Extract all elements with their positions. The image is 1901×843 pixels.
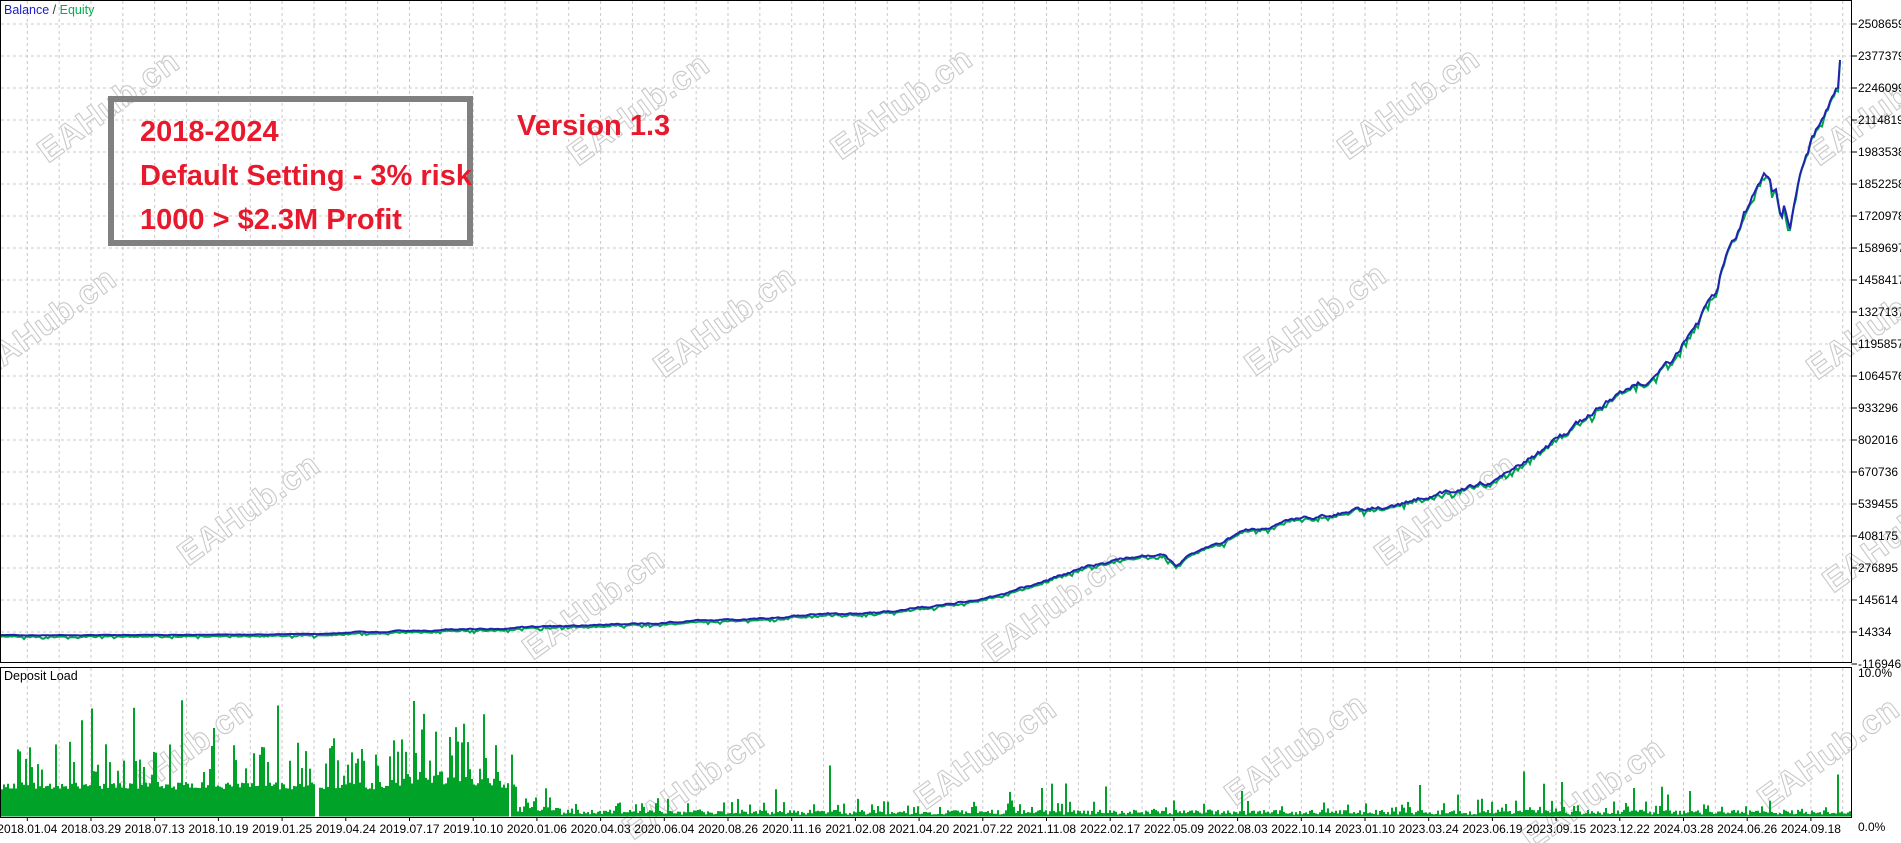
annotation-years: 2018-2024 bbox=[140, 116, 279, 148]
x-axis-label: 2019.10.10 bbox=[443, 822, 503, 836]
balance-line bbox=[1, 59, 1841, 637]
y-axis-label: 2114819 bbox=[1858, 113, 1901, 127]
equity-line bbox=[1, 61, 1841, 641]
deposit-load-bars bbox=[1, 700, 1851, 817]
x-axis-label: 2020.08.26 bbox=[698, 822, 758, 836]
x-axis-label: 2021.11.08 bbox=[1017, 822, 1076, 836]
y-axis-label: 933296 bbox=[1858, 401, 1898, 415]
y-axis-label: 2246099 bbox=[1858, 81, 1901, 95]
x-axis-label: 2023.09.15 bbox=[1526, 822, 1586, 836]
x-axis-label: 2018.03.29 bbox=[61, 822, 121, 836]
x-axis-label: 2022.02.17 bbox=[1080, 822, 1140, 836]
annotation-profit: 1000 > $2.3M Profit bbox=[140, 204, 402, 236]
x-axis-label: 2024.06.26 bbox=[1717, 822, 1777, 836]
annotation-box: 2018-2024 Default Setting - 3% risk 1000… bbox=[108, 96, 473, 246]
y-axis-label: 670736 bbox=[1858, 465, 1898, 479]
x-axis-label: 2021.04.20 bbox=[889, 822, 949, 836]
x-axis-label: 2019.01.25 bbox=[252, 822, 312, 836]
deposit-min-label: 0.0% bbox=[1858, 820, 1886, 834]
x-axis-label: 2019.07.17 bbox=[379, 822, 439, 836]
y-axis-label: 145614 bbox=[1858, 593, 1898, 607]
y-axis-label: 1195857 bbox=[1858, 337, 1901, 351]
y-axis-label: 802016 bbox=[1858, 433, 1898, 447]
x-axis-label: 2020.06.04 bbox=[634, 822, 694, 836]
y-axis-label: 1852258 bbox=[1858, 177, 1901, 191]
y-axis-label: 1983538 bbox=[1858, 145, 1901, 159]
series-lines bbox=[1, 59, 1841, 641]
y-axis-label: 2377379 bbox=[1858, 49, 1901, 63]
y-axis-label: 1458417 bbox=[1858, 273, 1901, 287]
x-axis-label: 2020.11.16 bbox=[762, 822, 821, 836]
deposit-load-title: Deposit Load bbox=[4, 669, 78, 683]
legend-separator: / bbox=[52, 3, 57, 17]
y-axis-label: 276895 bbox=[1858, 561, 1898, 575]
y-axis-label: 1589697 bbox=[1858, 241, 1901, 255]
x-axis-label: 2023.01.10 bbox=[1335, 822, 1395, 836]
x-axis-label: 2023.06.19 bbox=[1462, 822, 1522, 836]
x-axis-label: 2019.04.24 bbox=[316, 822, 376, 836]
legend-balance-label: Balance bbox=[4, 3, 50, 17]
grid bbox=[1, 1, 1851, 817]
x-axis-label: 2024.03.28 bbox=[1653, 822, 1713, 836]
panel-borders bbox=[0, 0, 1852, 818]
x-axis-label: 2021.07.22 bbox=[953, 822, 1013, 836]
legend-equity-label: Equity bbox=[59, 3, 95, 17]
y-axis-label: 408175 bbox=[1858, 529, 1898, 543]
x-axis-label: 2022.10.14 bbox=[1271, 822, 1331, 836]
x-axis-label: 2020.01.06 bbox=[507, 822, 567, 836]
axis-labels: 2508659 2377379 2246099 2114819 1983538 18522… bbox=[0, 17, 1901, 836]
y-axis-label: 2508659 bbox=[1858, 17, 1901, 31]
y-axis-label: 1064576 bbox=[1858, 369, 1901, 383]
y-axis-label: 14334 bbox=[1858, 625, 1892, 639]
y-axis-label: 539455 bbox=[1858, 497, 1898, 511]
x-axis-label: 2020.04.03 bbox=[571, 822, 631, 836]
x-axis-label: 2022.05.09 bbox=[1144, 822, 1204, 836]
x-axis-label: 2024.09.18 bbox=[1781, 822, 1841, 836]
deposit-max-label: 10.0% bbox=[1858, 666, 1892, 680]
version-label: Version 1.3 bbox=[517, 110, 671, 142]
y-axis-label: 1327137 bbox=[1858, 305, 1901, 319]
y-axis-label: 1720978 bbox=[1858, 209, 1901, 223]
y-axis-label: -116946 bbox=[1858, 657, 1901, 671]
x-axis-label: 2023.12.22 bbox=[1590, 822, 1650, 836]
annotation-setting: Default Setting - 3% risk bbox=[140, 160, 472, 192]
x-axis-label: 2023.03.24 bbox=[1399, 822, 1459, 836]
chart-legend: Balance / Equity bbox=[4, 3, 94, 17]
x-axis-label: 2022.08.03 bbox=[1208, 822, 1268, 836]
x-axis-label: 2018.07.13 bbox=[125, 822, 185, 836]
x-axis-label: 2018.01.04 bbox=[0, 822, 58, 836]
x-axis-label: 2018.10.19 bbox=[188, 822, 248, 836]
x-axis-label: 2021.02.08 bbox=[825, 822, 885, 836]
